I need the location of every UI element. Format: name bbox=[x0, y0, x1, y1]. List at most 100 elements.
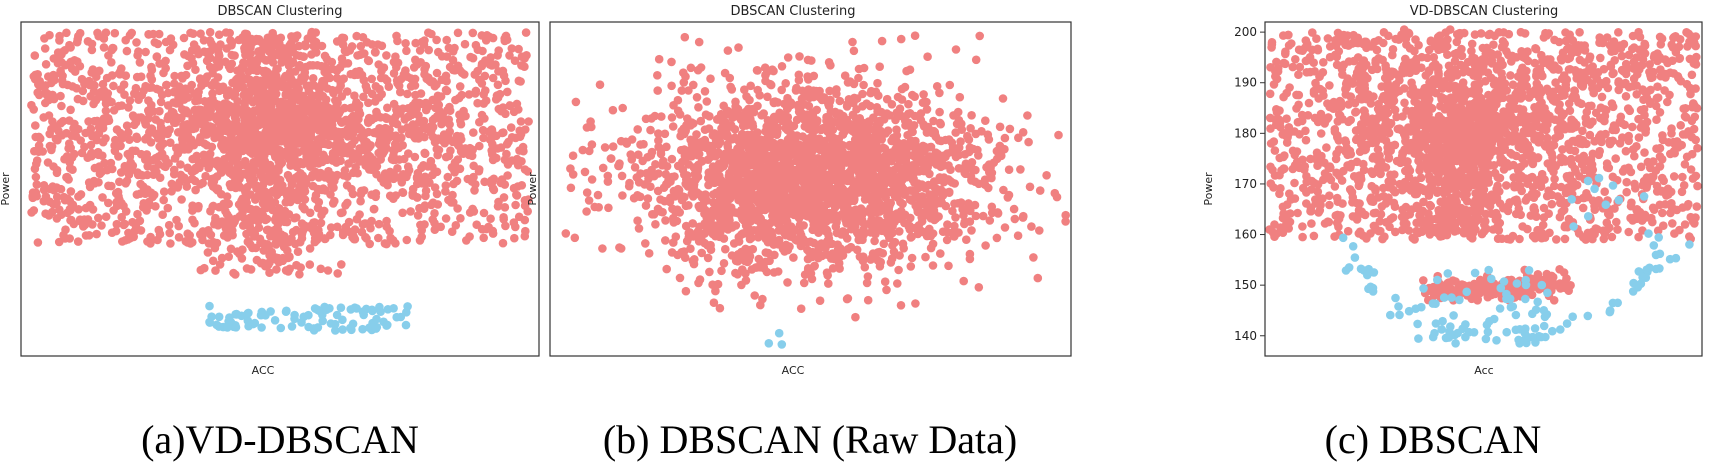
data-point bbox=[815, 88, 824, 97]
data-point bbox=[358, 324, 367, 334]
data-point bbox=[698, 156, 707, 166]
data-point bbox=[753, 206, 763, 215]
data-point bbox=[374, 219, 384, 229]
data-point bbox=[768, 169, 778, 179]
data-point bbox=[323, 266, 333, 275]
data-point bbox=[826, 215, 835, 224]
data-point bbox=[689, 163, 699, 172]
data-point bbox=[218, 108, 228, 118]
data-point bbox=[702, 218, 712, 228]
data-point bbox=[124, 103, 133, 112]
data-point bbox=[179, 33, 189, 43]
data-point bbox=[900, 210, 910, 220]
data-point bbox=[918, 199, 928, 209]
data-point bbox=[700, 125, 710, 134]
data-point bbox=[641, 239, 650, 248]
data-point bbox=[328, 173, 338, 183]
data-point bbox=[865, 101, 875, 111]
data-point bbox=[931, 148, 941, 157]
data-point bbox=[501, 31, 511, 41]
data-point bbox=[57, 76, 67, 85]
data-point bbox=[800, 88, 810, 97]
data-point bbox=[434, 106, 444, 115]
data-point bbox=[273, 220, 283, 229]
data-point bbox=[394, 143, 404, 153]
data-point bbox=[488, 73, 498, 83]
data-point bbox=[117, 101, 127, 110]
data-point bbox=[292, 104, 302, 114]
data-point bbox=[669, 101, 678, 110]
data-point bbox=[213, 156, 222, 166]
data-point bbox=[275, 128, 285, 137]
data-point bbox=[378, 149, 387, 159]
data-point bbox=[789, 226, 798, 236]
data-point bbox=[346, 305, 356, 314]
data-point bbox=[121, 35, 130, 45]
data-point bbox=[86, 140, 96, 150]
data-point bbox=[781, 240, 791, 250]
data-point bbox=[427, 200, 436, 210]
data-point bbox=[760, 225, 769, 235]
data-point bbox=[873, 145, 882, 155]
data-point bbox=[56, 91, 65, 101]
data-point bbox=[164, 158, 173, 168]
data-point bbox=[207, 142, 217, 152]
data-point bbox=[419, 40, 429, 49]
data-point bbox=[694, 278, 703, 288]
data-point bbox=[584, 196, 594, 205]
data-point bbox=[51, 134, 61, 144]
data-point bbox=[928, 239, 938, 249]
data-point bbox=[954, 115, 964, 125]
data-point bbox=[261, 66, 270, 76]
data-point bbox=[953, 107, 963, 117]
data-point bbox=[791, 235, 800, 244]
data-point bbox=[822, 157, 831, 166]
data-point bbox=[871, 199, 880, 208]
data-point bbox=[893, 193, 902, 202]
data-point bbox=[185, 231, 194, 240]
data-point bbox=[80, 142, 89, 152]
data-point bbox=[131, 146, 140, 156]
data-point bbox=[653, 71, 662, 80]
data-point bbox=[311, 43, 320, 53]
data-point bbox=[956, 137, 965, 146]
data-point bbox=[265, 160, 275, 170]
data-point bbox=[270, 316, 280, 325]
data-point bbox=[851, 312, 860, 322]
data-point bbox=[41, 98, 50, 108]
data-point bbox=[328, 85, 337, 95]
data-point bbox=[214, 30, 224, 39]
data-point bbox=[125, 135, 134, 144]
data-point bbox=[878, 183, 887, 193]
data-point bbox=[374, 233, 383, 243]
data-point bbox=[660, 129, 670, 139]
data-point bbox=[520, 215, 530, 225]
data-point bbox=[317, 210, 326, 220]
data-point bbox=[386, 233, 395, 243]
data-point bbox=[511, 222, 520, 232]
data-point bbox=[692, 130, 701, 139]
data-point bbox=[468, 28, 478, 38]
data-point bbox=[700, 87, 710, 96]
data-point bbox=[207, 39, 216, 48]
data-point bbox=[352, 214, 362, 224]
data-point bbox=[502, 149, 511, 159]
data-point bbox=[514, 76, 524, 86]
data-point bbox=[258, 115, 268, 124]
data-point bbox=[603, 177, 613, 186]
data-point bbox=[153, 39, 163, 49]
data-point bbox=[948, 206, 957, 216]
data-point bbox=[896, 301, 906, 310]
data-point bbox=[144, 106, 153, 115]
data-point bbox=[859, 219, 869, 229]
data-point bbox=[263, 259, 273, 269]
data-point bbox=[191, 65, 200, 74]
data-point bbox=[493, 144, 502, 153]
data-point bbox=[844, 168, 854, 177]
data-point bbox=[614, 161, 623, 171]
data-point bbox=[634, 224, 644, 233]
data-point bbox=[232, 74, 242, 84]
data-point bbox=[52, 192, 62, 202]
data-point bbox=[705, 112, 714, 121]
data-point bbox=[403, 162, 413, 171]
